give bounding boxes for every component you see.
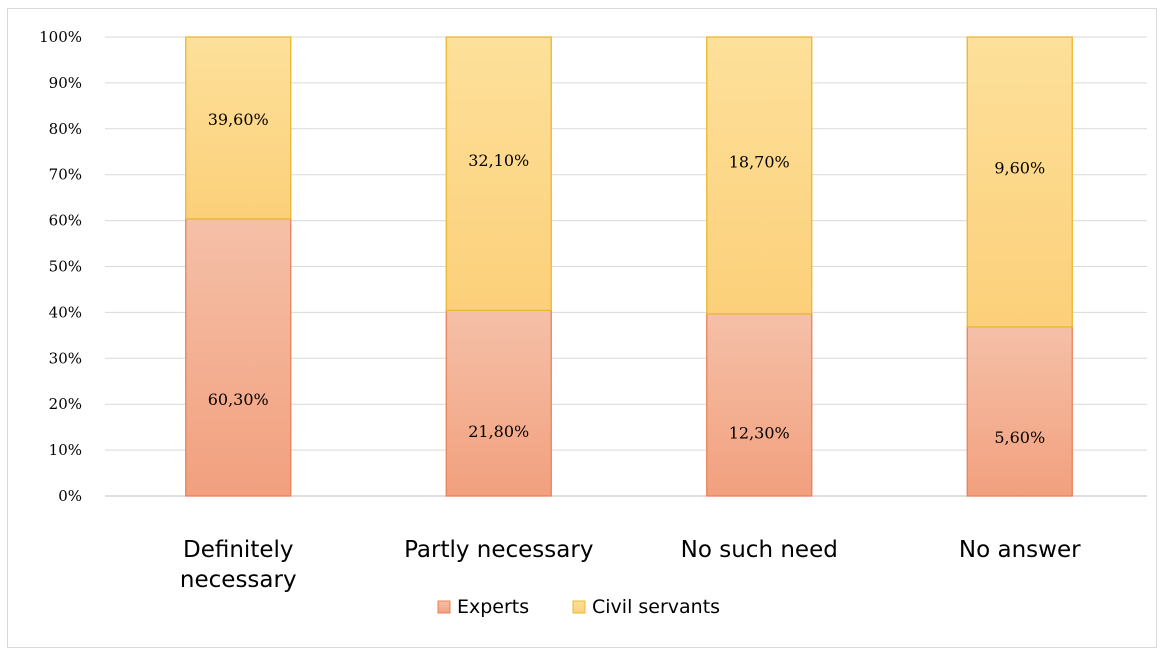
x-tick-label: Partly necessary — [404, 537, 593, 563]
x-tick-label: No answer — [959, 537, 1081, 563]
stacked-bar-chart: 0% 10% 20% 30% 40% 50% 60% 70% 80% 90% 100% 60,30%… — [39, 28, 1147, 618]
bar-experts — [185, 218, 292, 497]
y-tick-label: 0% — [58, 487, 82, 505]
legend: Experts Civil servants — [437, 596, 720, 618]
y-tick-label: 70% — [49, 166, 82, 184]
legend-label: Experts — [457, 596, 529, 618]
y-tick-label: 20% — [49, 395, 82, 413]
y-tick-label: 50% — [49, 258, 82, 276]
x-tick-label: necessary — [180, 567, 297, 593]
data-label: 21,80% — [468, 422, 529, 441]
y-tick-label: 90% — [49, 74, 82, 92]
data-label: 18,70% — [729, 153, 790, 172]
legend-swatch-experts — [437, 600, 451, 614]
y-tick-label: 80% — [49, 120, 82, 138]
bar-civil-servants — [966, 36, 1073, 328]
y-tick-label: 30% — [49, 349, 82, 367]
x-tick-label: Definitely — [183, 537, 294, 563]
data-label: 9,60% — [994, 158, 1045, 177]
data-label: 5,60% — [994, 428, 1045, 447]
bar-experts — [706, 313, 813, 497]
data-label: 39,60% — [208, 110, 269, 129]
data-label: 60,30% — [208, 390, 269, 409]
x-axis-ticks: Definitely necessary Partly necessary No su… — [180, 537, 1081, 593]
legend-swatch-civil-servants — [572, 600, 586, 614]
bar-experts — [445, 309, 552, 497]
y-tick-label: 40% — [49, 303, 82, 321]
legend-label: Civil servants — [592, 596, 720, 618]
bar-civil-servants — [445, 36, 552, 312]
bar-civil-servants — [185, 36, 292, 220]
y-tick-label: 10% — [49, 441, 82, 459]
y-tick-label: 100% — [39, 28, 82, 46]
bars: 60,30% 39,60% 21,80% 32,10% 12,30% 18,70% 5,60… — [185, 36, 1073, 497]
y-axis-ticks: 0% 10% 20% 30% 40% 50% 60% 70% 80% 90% 100% — [39, 28, 82, 505]
data-label: 12,30% — [729, 423, 790, 442]
x-tick-label: No such need — [681, 537, 838, 563]
bar-civil-servants — [706, 36, 813, 315]
y-tick-label: 60% — [49, 212, 82, 230]
bar-experts — [966, 326, 1073, 497]
data-label: 32,10% — [468, 151, 529, 170]
